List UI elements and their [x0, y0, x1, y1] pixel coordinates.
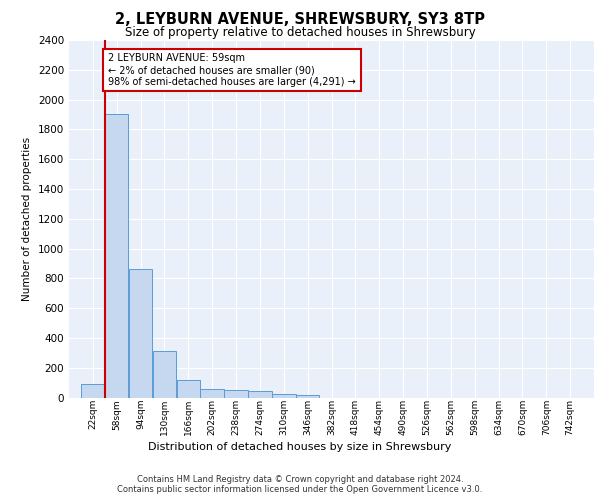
Bar: [200, 389, 224, 398]
Y-axis label: Number of detached properties: Number of detached properties: [22, 136, 32, 301]
Bar: [105, 114, 128, 398]
Bar: [176, 380, 200, 398]
Bar: [272, 394, 296, 398]
Bar: [248, 391, 272, 398]
Bar: [152, 350, 176, 398]
Bar: [129, 270, 152, 398]
Text: 2, LEYBURN AVENUE, SHREWSBURY, SY3 8TP: 2, LEYBURN AVENUE, SHREWSBURY, SY3 8TP: [115, 12, 485, 26]
Text: 2 LEYBURN AVENUE: 59sqm
← 2% of detached houses are smaller (90)
98% of semi-det: 2 LEYBURN AVENUE: 59sqm ← 2% of detached…: [108, 54, 356, 86]
Bar: [224, 390, 248, 398]
Text: Size of property relative to detached houses in Shrewsbury: Size of property relative to detached ho…: [125, 26, 475, 39]
Text: Distribution of detached houses by size in Shrewsbury: Distribution of detached houses by size …: [148, 442, 452, 452]
Text: Contains HM Land Registry data © Crown copyright and database right 2024.
Contai: Contains HM Land Registry data © Crown c…: [118, 474, 482, 494]
Bar: [81, 384, 104, 398]
Bar: [296, 394, 319, 398]
